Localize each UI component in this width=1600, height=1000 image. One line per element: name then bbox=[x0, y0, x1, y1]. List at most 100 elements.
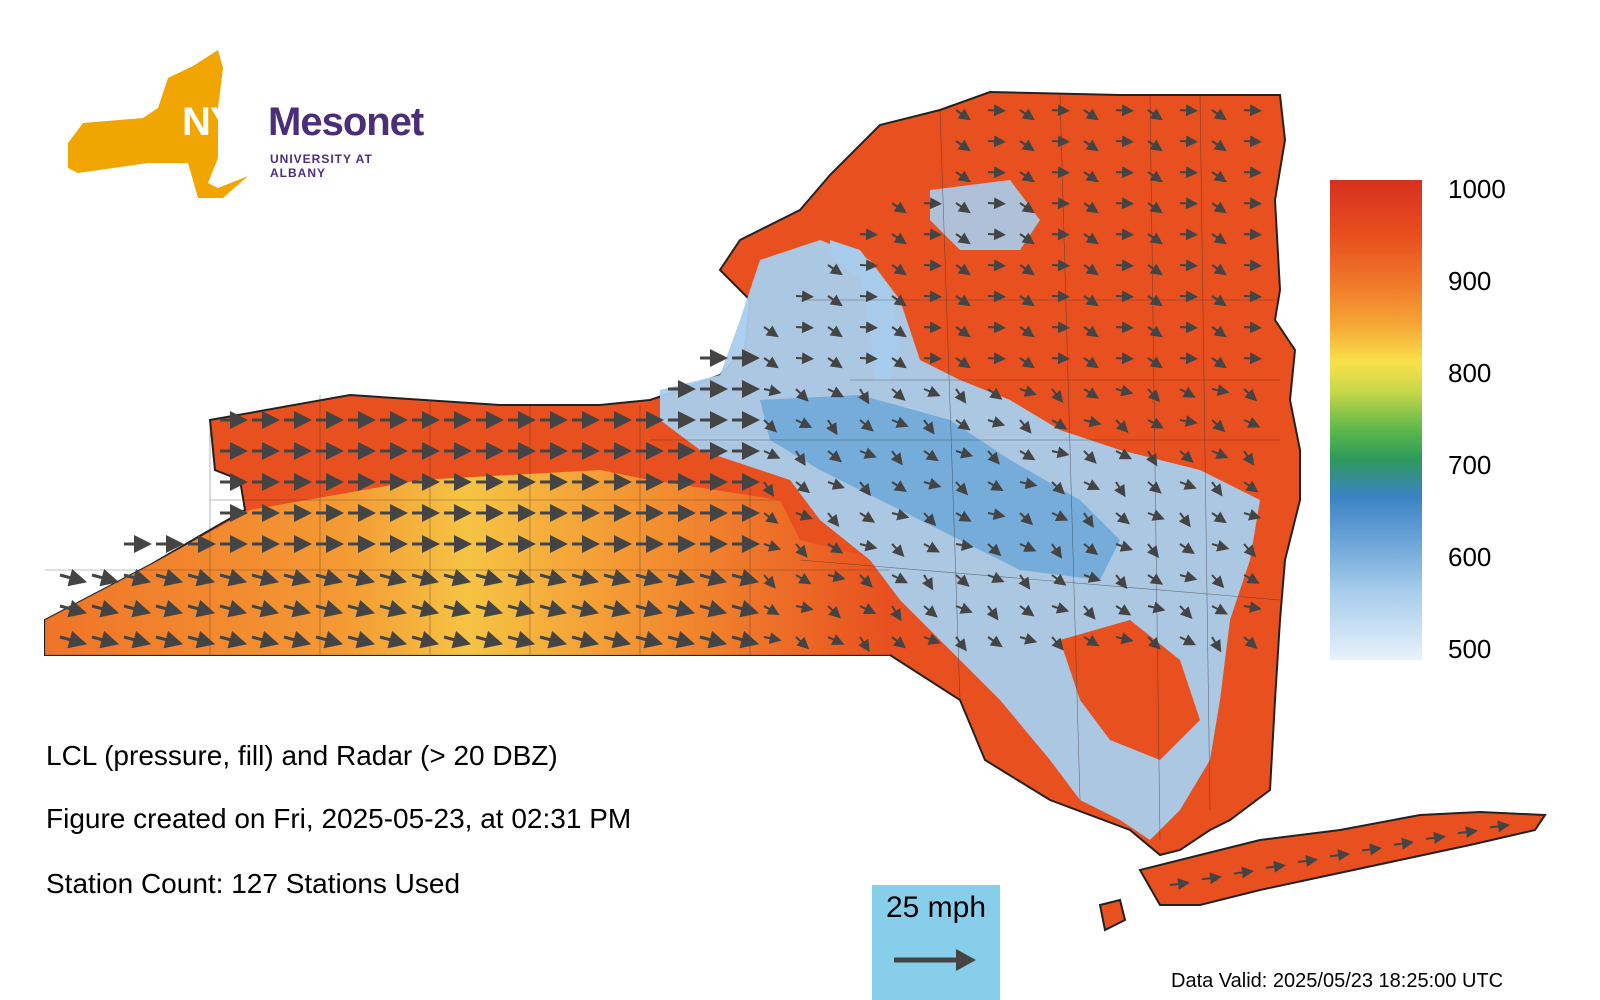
wind-arrow bbox=[1147, 417, 1164, 429]
wind-arrow bbox=[1211, 384, 1230, 397]
wind-arrow bbox=[858, 636, 870, 653]
wind-arrow bbox=[571, 599, 600, 618]
wind-arrow bbox=[539, 630, 568, 649]
wind-arrow bbox=[635, 599, 664, 618]
wind-arrow bbox=[1147, 509, 1165, 521]
wind-arrow bbox=[891, 543, 905, 557]
wind-arrow bbox=[59, 568, 88, 587]
wind-arrow bbox=[955, 510, 972, 522]
wind-arrow bbox=[1242, 450, 1255, 466]
wind-arrow bbox=[827, 294, 843, 307]
wind-arrow bbox=[1243, 572, 1260, 584]
wind-arrow bbox=[891, 480, 907, 493]
wind-arrow bbox=[923, 541, 940, 553]
wind-arrow bbox=[1147, 201, 1163, 214]
wind-arrow bbox=[1115, 352, 1134, 365]
wind-arrow bbox=[1211, 419, 1226, 433]
wind-arrow bbox=[1243, 601, 1262, 613]
wind-arrow bbox=[763, 632, 782, 645]
wind-arrow bbox=[987, 228, 1006, 241]
wind-arrow bbox=[1211, 232, 1227, 245]
wind-arrow bbox=[443, 630, 472, 649]
state-silhouette-icon bbox=[68, 50, 248, 198]
wind-arrow bbox=[891, 201, 907, 214]
colorbar-tick: 1000 bbox=[1448, 174, 1506, 204]
wind-arrow bbox=[1243, 636, 1258, 649]
wind-arrow bbox=[1243, 388, 1258, 402]
wind-arrow bbox=[1179, 352, 1198, 365]
wind-arrow bbox=[1051, 602, 1070, 614]
wind-arrow bbox=[347, 599, 376, 618]
wind-arrow bbox=[1211, 603, 1228, 615]
logo-nys-text: NYS bbox=[182, 100, 262, 144]
wind-arrow bbox=[379, 568, 408, 587]
wind-arrow bbox=[1243, 197, 1262, 210]
wind-arrow bbox=[795, 388, 809, 402]
wind-arrow bbox=[859, 352, 878, 365]
wind-arrow bbox=[987, 352, 1006, 365]
wind-arrow bbox=[1147, 232, 1163, 245]
wind-arrows bbox=[59, 104, 1510, 890]
wind-arrow bbox=[475, 630, 504, 649]
wind-arrow bbox=[987, 166, 1006, 179]
wind-arrow bbox=[795, 321, 814, 334]
wind-arrow bbox=[1019, 540, 1037, 552]
wind-arrow bbox=[763, 384, 782, 397]
wind-arrow bbox=[1051, 135, 1070, 148]
wind-arrow bbox=[891, 508, 910, 521]
wind-arrow bbox=[1425, 831, 1446, 844]
wind-arrow bbox=[891, 325, 907, 338]
wind-arrow bbox=[1115, 104, 1134, 117]
wind-arrow bbox=[827, 450, 843, 463]
wind-arrow bbox=[1019, 108, 1035, 121]
wind-arrow bbox=[955, 108, 971, 121]
wind-arrow bbox=[955, 232, 971, 245]
wind-arrow bbox=[1083, 356, 1099, 369]
wind-arrow bbox=[1178, 512, 1191, 528]
wind-arrow bbox=[955, 325, 971, 338]
wind-arrow bbox=[1211, 263, 1227, 276]
wind-arrow bbox=[858, 481, 872, 497]
wind-arrow bbox=[1211, 170, 1227, 183]
wind-arrow bbox=[1179, 259, 1198, 272]
wind-arrow bbox=[1147, 170, 1163, 183]
wind-arrow bbox=[411, 599, 440, 618]
wind-arrow bbox=[1115, 290, 1134, 303]
wind-arrow bbox=[1115, 135, 1134, 148]
wind-arrow bbox=[891, 294, 907, 307]
wind-arrow bbox=[859, 321, 878, 334]
wind-arrow bbox=[1051, 446, 1070, 459]
wind-arrow bbox=[763, 540, 782, 552]
wind-arrow bbox=[923, 259, 942, 272]
wind-arrow bbox=[955, 170, 971, 183]
radar-band bbox=[830, 240, 900, 380]
wind-arrow bbox=[955, 574, 970, 587]
wind-arrow bbox=[443, 568, 472, 587]
wind-arrow bbox=[1115, 419, 1129, 433]
wind-arrow bbox=[571, 630, 600, 649]
wind-arrow bbox=[891, 636, 907, 649]
wind-arrow bbox=[1083, 108, 1099, 121]
wind-arrow bbox=[1051, 352, 1070, 365]
wind-arrow bbox=[155, 568, 184, 587]
wind-arrow bbox=[859, 603, 877, 615]
wind-arrow bbox=[827, 605, 841, 619]
wind-arrow bbox=[955, 139, 971, 152]
wind-arrow bbox=[91, 568, 120, 587]
wind-arrow bbox=[219, 599, 248, 618]
wind-arrow bbox=[155, 599, 184, 618]
wind-arrow bbox=[891, 572, 909, 584]
wind-arrow bbox=[923, 449, 939, 462]
wind-arrow bbox=[1211, 294, 1227, 307]
wind-arrow bbox=[219, 568, 248, 587]
wind-arrow bbox=[1019, 385, 1037, 397]
wind-arrow bbox=[827, 356, 843, 369]
wind-arrow bbox=[923, 321, 942, 334]
wind-arrow bbox=[1243, 135, 1262, 148]
wind-arrow bbox=[1211, 108, 1227, 121]
wind-arrow bbox=[1211, 356, 1227, 369]
wind-arrow bbox=[1457, 826, 1478, 839]
wind-arrow bbox=[859, 419, 874, 432]
wind-arrow bbox=[1147, 139, 1163, 152]
